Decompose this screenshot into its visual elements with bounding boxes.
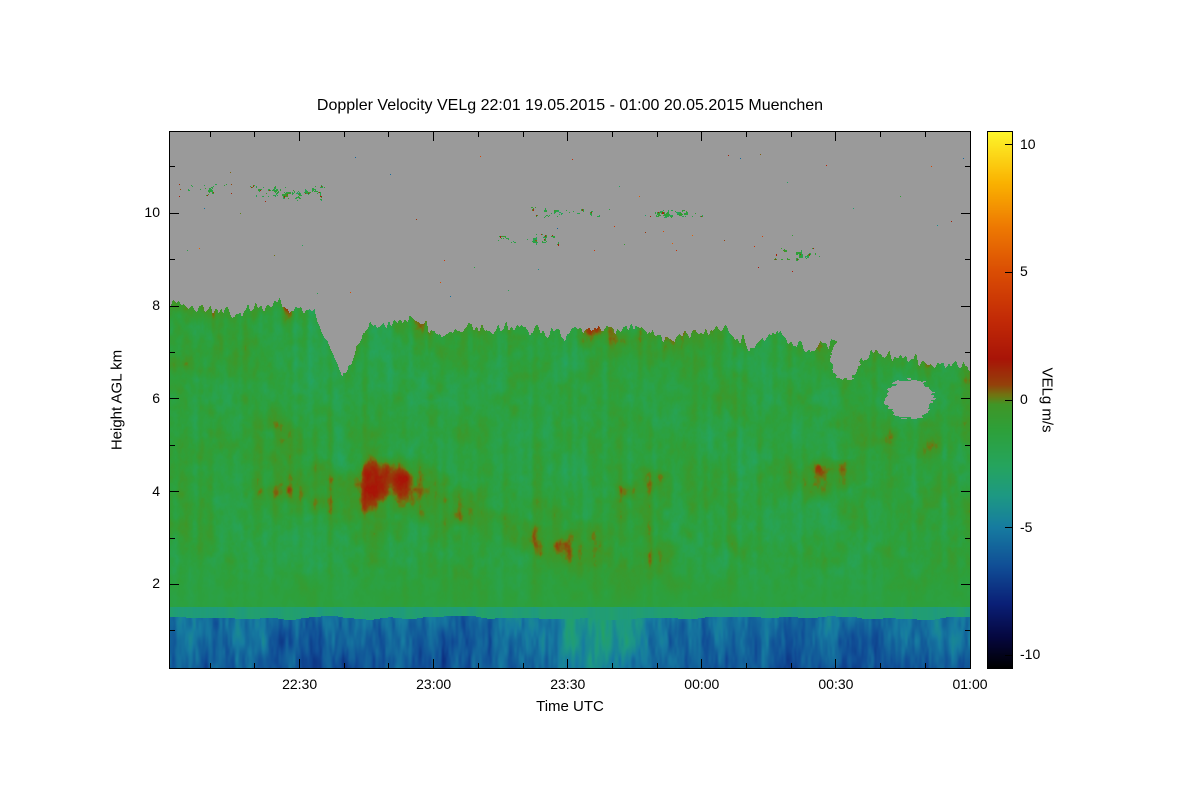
x-tick-label: 01:00 — [952, 676, 988, 692]
y-tick-mark — [961, 398, 970, 400]
y-tick-mark — [170, 583, 179, 585]
x-tick-mark — [433, 132, 435, 141]
x-tick-mark — [433, 659, 435, 668]
x-tick-label: 23:30 — [550, 676, 586, 692]
y-minor-tick-mark — [965, 259, 970, 261]
x-minor-tick-mark — [209, 132, 211, 137]
x-tick-mark — [969, 132, 971, 141]
x-minor-tick-mark — [254, 132, 256, 137]
x-minor-tick-mark — [388, 663, 390, 668]
x-minor-tick-mark — [477, 663, 479, 668]
x-minor-tick-mark — [209, 663, 211, 668]
y-tick-mark — [961, 305, 970, 307]
y-tick-mark — [170, 491, 179, 493]
x-minor-tick-mark — [924, 132, 926, 137]
x-minor-tick-mark — [790, 663, 792, 668]
y-minor-tick-mark — [170, 444, 175, 446]
y-minor-tick-mark — [170, 537, 175, 539]
x-minor-tick-mark — [388, 132, 390, 137]
x-tick-mark — [835, 659, 837, 668]
y-tick-mark — [961, 212, 970, 214]
colorbar-tick-label: -5 — [1020, 518, 1033, 535]
y-tick-label: 8 — [152, 297, 160, 314]
y-tick-label: 6 — [152, 389, 160, 406]
colorbar-tick-label: 0 — [1020, 391, 1028, 407]
x-tick-mark — [969, 659, 971, 668]
x-minor-tick-mark — [656, 663, 658, 668]
y-tick-mark — [170, 305, 179, 307]
y-minor-tick-mark — [965, 351, 970, 353]
x-tick-label: 00:00 — [684, 676, 720, 692]
x-minor-tick-mark — [880, 663, 882, 668]
x-minor-tick-mark — [924, 663, 926, 668]
x-tick-mark — [299, 132, 301, 141]
x-minor-tick-mark — [254, 663, 256, 668]
x-tick-mark — [567, 132, 569, 141]
x-minor-tick-mark — [522, 132, 524, 137]
x-minor-tick-mark — [656, 132, 658, 137]
x-minor-tick-mark — [477, 132, 479, 137]
x-tick-mark — [567, 659, 569, 668]
y-minor-tick-mark — [965, 537, 970, 539]
x-axis-label: Time UTC — [536, 698, 604, 715]
y-minor-tick-mark — [170, 351, 175, 353]
y-tick-label: 4 — [152, 482, 160, 499]
y-tick-mark — [170, 398, 179, 400]
y-tick-mark — [961, 491, 970, 493]
x-minor-tick-mark — [746, 663, 748, 668]
y-minor-tick-mark — [965, 166, 970, 168]
x-minor-tick-mark — [611, 663, 613, 668]
x-tick-label: 22:30 — [282, 676, 318, 692]
x-minor-tick-mark — [343, 132, 345, 137]
y-minor-tick-mark — [170, 259, 175, 261]
colorbar-tick-mark — [1005, 654, 1012, 656]
x-minor-tick-mark — [522, 663, 524, 668]
y-tick-label: 10 — [144, 204, 160, 221]
y-minor-tick-mark — [965, 630, 970, 632]
y-minor-tick-mark — [170, 630, 175, 632]
x-tick-label: 00:30 — [818, 676, 854, 692]
colorbar-tick-label: -10 — [1020, 646, 1041, 663]
y-tick-mark — [170, 212, 179, 214]
x-tick-mark — [701, 132, 703, 141]
x-minor-tick-mark — [790, 132, 792, 137]
heatmap-canvas — [170, 132, 970, 668]
y-minor-tick-mark — [965, 444, 970, 446]
x-minor-tick-mark — [343, 663, 345, 668]
x-tick-label: 23:00 — [416, 676, 452, 692]
y-minor-tick-mark — [170, 166, 175, 168]
colorbar-tick-label: 5 — [1020, 263, 1028, 280]
x-minor-tick-mark — [611, 132, 613, 137]
colorbar-tick-label: 10 — [1020, 135, 1036, 152]
chart-title: Doppler Velocity VELg 22:01 19.05.2015 -… — [316, 97, 824, 114]
colorbar-tick-mark — [1005, 271, 1012, 273]
colorbar-tick-mark — [1005, 527, 1012, 529]
colorbar-tick-mark — [1005, 144, 1012, 146]
colorbar-tick-mark — [1005, 399, 1012, 401]
x-tick-mark — [701, 659, 703, 668]
x-tick-mark — [299, 659, 301, 668]
x-minor-tick-mark — [746, 132, 748, 137]
y-tick-label: 2 — [152, 575, 160, 592]
y-tick-mark — [961, 583, 970, 585]
x-tick-mark — [835, 132, 837, 141]
x-minor-tick-mark — [880, 132, 882, 137]
